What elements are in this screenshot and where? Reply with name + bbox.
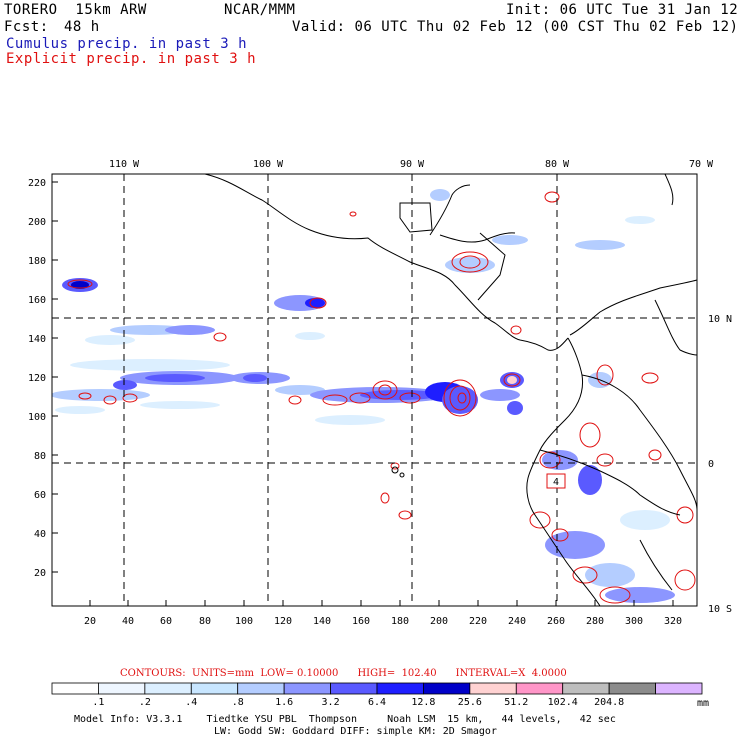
model-title: TORERO 15km ARW — [4, 2, 147, 18]
y-tick-label: 80 — [34, 451, 46, 462]
colorbar-swatch — [515, 682, 564, 695]
colorbar-value-label: .8 — [232, 697, 244, 708]
colorbar-swatch — [376, 682, 424, 695]
colorbar-swatch — [655, 682, 703, 695]
colorbar-unit: mm — [697, 698, 709, 709]
y-tick-label: 180 — [28, 256, 46, 267]
init-time: Init: 06 UTC Tue 31 Jan 12 — [506, 2, 739, 18]
colorbar-value-label: 51.2 — [504, 697, 528, 708]
lon-label: 110 W — [109, 159, 140, 170]
colorbar-value-label: .4 — [185, 697, 197, 708]
colorbar-value-label: 6.4 — [368, 697, 386, 708]
y-tick-label: 100 — [28, 412, 46, 423]
y-tick-label: 160 — [28, 295, 46, 306]
x-tick-label: 160 — [352, 616, 370, 627]
colorbar-swatch — [469, 682, 517, 695]
x-tick-label: 80 — [199, 616, 211, 627]
colorbar-swatch — [51, 682, 99, 695]
colorbar-swatch — [608, 682, 656, 695]
x-tick-label: 20 — [84, 616, 96, 627]
y-tick-label: 20 — [34, 568, 46, 579]
lon-label: 90 W — [400, 159, 425, 170]
colorbar-value-label: .1 — [92, 697, 104, 708]
bottom-axis: 20 40 60 80 100 120 140 160 180 200 220 … — [84, 600, 682, 627]
x-tick-label: 100 — [235, 616, 253, 627]
x-tick-label: 300 — [625, 616, 643, 627]
precip-field — [52, 174, 697, 606]
colorbar-swatch — [283, 682, 331, 695]
colorbar-value-label: 12.8 — [411, 697, 435, 708]
x-tick-label: 140 — [313, 616, 331, 627]
x-tick-label: 180 — [391, 616, 409, 627]
x-tick-label: 280 — [586, 616, 604, 627]
colorbar-swatch — [98, 682, 146, 695]
left-axis: 220 200 180 160 140 120 100 80 60 40 20 — [28, 178, 58, 579]
fcst-value: 48 h — [64, 19, 100, 35]
valid-time: Valid: 06 UTC Thu 02 Feb 12 (00 CST Thu … — [292, 19, 739, 35]
colorbar-value-label: 102.4 — [548, 697, 578, 708]
lon-label: 70 W — [689, 159, 714, 170]
y-tick-label: 220 — [28, 178, 46, 189]
cumulus-legend-line: Cumulus precip. in past 3 h — [6, 36, 248, 52]
colorbar-value-label: 3.2 — [322, 697, 340, 708]
model-physics: LW: Godd SW: Goddard DIFF: simple KM: 2D… — [214, 726, 497, 737]
right-latitude-labels: 10 N 0 10 S — [708, 314, 732, 615]
x-tick-label: 260 — [547, 616, 565, 627]
x-tick-label: 200 — [430, 616, 448, 627]
lon-label: 100 W — [253, 159, 284, 170]
org-label: NCAR/MMM — [224, 2, 296, 18]
colorbar-swatch — [423, 682, 471, 695]
model-info: Model Info: V3.3.1 Tiedtke YSU PBL Thomp… — [74, 714, 616, 725]
y-tick-label: 200 — [28, 217, 46, 228]
colorbar-swatch — [190, 682, 239, 695]
colorbar-value-label: .2 — [139, 697, 151, 708]
x-tick-label: 120 — [274, 616, 292, 627]
lat-label: 0 — [708, 459, 714, 470]
colorbar-swatch — [562, 682, 610, 695]
lat-label: 10 S — [708, 604, 732, 615]
contours-info: CONTOURS: UNITS=mm LOW= 0.10000 HIGH= 10… — [120, 668, 567, 679]
x-tick-label: 40 — [122, 616, 134, 627]
map-frame — [51, 173, 698, 607]
lon-label: 80 W — [545, 159, 570, 170]
x-tick-label: 60 — [160, 616, 172, 627]
top-longitude-labels: 110 W 100 W 90 W 80 W 70 W — [109, 159, 714, 170]
lat-lon-grid — [52, 174, 697, 606]
x-tick-label: 220 — [469, 616, 487, 627]
y-tick-label: 120 — [28, 373, 46, 384]
colorbar-value-label: 204.8 — [594, 697, 624, 708]
station-box — [546, 473, 566, 489]
y-tick-label: 60 — [34, 490, 46, 501]
fcst-label: Fcst: — [4, 19, 49, 35]
colorbar-value-label: 1.6 — [275, 697, 293, 708]
colorbar-swatch — [237, 682, 285, 695]
station-box-label: 4 — [553, 477, 559, 488]
x-tick-label: 320 — [664, 616, 682, 627]
color-bar: .1 .2 .4 .8 1.6 3.2 6.4 12.8 25.6 51.2 102.4 204.8 — [51, 682, 703, 708]
coastlines — [204, 174, 697, 606]
colorbar-swatch — [330, 682, 378, 695]
explicit-precip-contours — [67, 191, 696, 604]
colorbar-swatch — [144, 682, 192, 695]
colorbar-value-label: 25.6 — [458, 697, 482, 708]
x-tick-label: 240 — [508, 616, 526, 627]
y-tick-label: 140 — [28, 334, 46, 345]
lat-label: 10 N — [708, 314, 732, 325]
y-tick-label: 40 — [34, 529, 46, 540]
explicit-legend-line: Explicit precip. in past 3 h — [6, 51, 257, 67]
